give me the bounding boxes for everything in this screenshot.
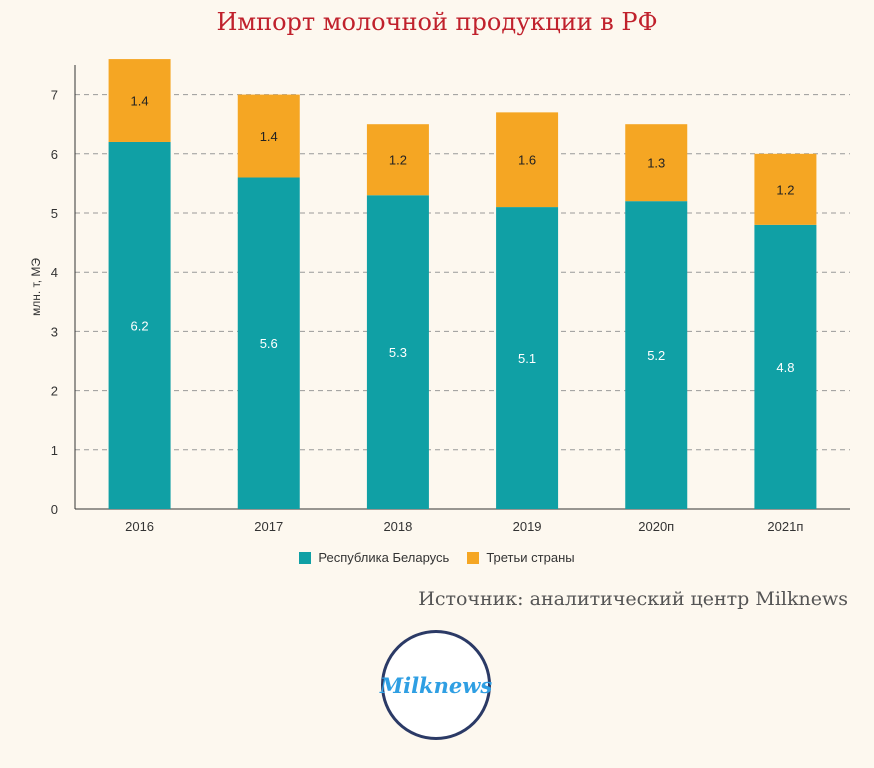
y-axis-label: млн. т, МЭ bbox=[29, 258, 43, 316]
data-label-third-countries: 1.4 bbox=[131, 94, 149, 109]
bar-third-countries bbox=[108, 59, 171, 142]
legend: Республика Беларусь Третьи страны bbox=[0, 550, 874, 565]
y-tick-label: 7 bbox=[51, 88, 58, 103]
chart-title: Импорт молочной продукции в РФ bbox=[216, 8, 658, 36]
bar-third-countries bbox=[625, 124, 688, 202]
y-tick-label: 3 bbox=[51, 324, 58, 339]
y-tick-label: 5 bbox=[51, 206, 58, 221]
stacked-bar-chart: 0 1 2 3 4 5 6 7 млн. т, МЭ 6.2 1.4 2016 5.6 1.4 2017 5.… bbox=[29, 59, 850, 534]
data-label-third-countries: 1.2 bbox=[776, 182, 794, 197]
bar-belarus bbox=[625, 201, 688, 509]
legend-item-belarus: Республика Беларусь bbox=[299, 550, 449, 565]
x-tick-label: 2017 bbox=[254, 519, 283, 534]
data-label-third-countries: 1.4 bbox=[260, 129, 278, 144]
data-label-belarus: 5.2 bbox=[647, 348, 665, 363]
bar-third-countries bbox=[366, 124, 429, 196]
data-label-third-countries: 1.6 bbox=[518, 153, 536, 168]
data-label-third-countries: 1.3 bbox=[647, 156, 665, 171]
bar-belarus bbox=[754, 224, 817, 509]
bar-belarus bbox=[496, 207, 559, 509]
bar-belarus bbox=[237, 177, 300, 510]
legend-item-third-countries: Третьи страны bbox=[467, 550, 575, 565]
data-label-belarus: 5.6 bbox=[260, 336, 278, 351]
y-tick-label: 2 bbox=[51, 384, 58, 399]
legend-label-belarus: Республика Беларусь bbox=[318, 550, 450, 565]
y-tick-label: 1 bbox=[51, 443, 58, 458]
y-tick-label: 6 bbox=[51, 147, 58, 162]
bar-belarus bbox=[366, 195, 429, 510]
x-tick-label: 2018 bbox=[383, 519, 412, 534]
y-tick-label: 0 bbox=[51, 502, 58, 517]
data-label-belarus: 5.1 bbox=[518, 351, 536, 366]
data-label-belarus: 6.2 bbox=[131, 318, 149, 333]
data-label-third-countries: 1.2 bbox=[389, 153, 407, 168]
x-tick-label: 2019 bbox=[513, 519, 542, 534]
legend-swatch-third-countries bbox=[467, 551, 480, 564]
data-label-belarus: 4.8 bbox=[776, 360, 794, 375]
bar-third-countries bbox=[237, 94, 300, 178]
y-tick-label: 4 bbox=[51, 265, 58, 280]
logo-text: Milknews bbox=[379, 672, 493, 698]
legend-swatch-belarus bbox=[299, 551, 312, 564]
x-tick-label: 2020п bbox=[638, 519, 674, 534]
x-tick-label: 2016 bbox=[125, 519, 154, 534]
legend-label-third-countries: Третьи страны bbox=[486, 550, 575, 565]
x-tick-label: 2021п bbox=[767, 519, 803, 534]
milknews-logo: Milknews bbox=[379, 630, 493, 740]
bar-belarus bbox=[108, 141, 171, 509]
bar-third-countries bbox=[496, 112, 559, 208]
source-note: Источник: аналитический центр Milknews bbox=[418, 588, 848, 610]
data-label-belarus: 5.3 bbox=[389, 345, 407, 360]
bar-third-countries bbox=[754, 153, 817, 225]
